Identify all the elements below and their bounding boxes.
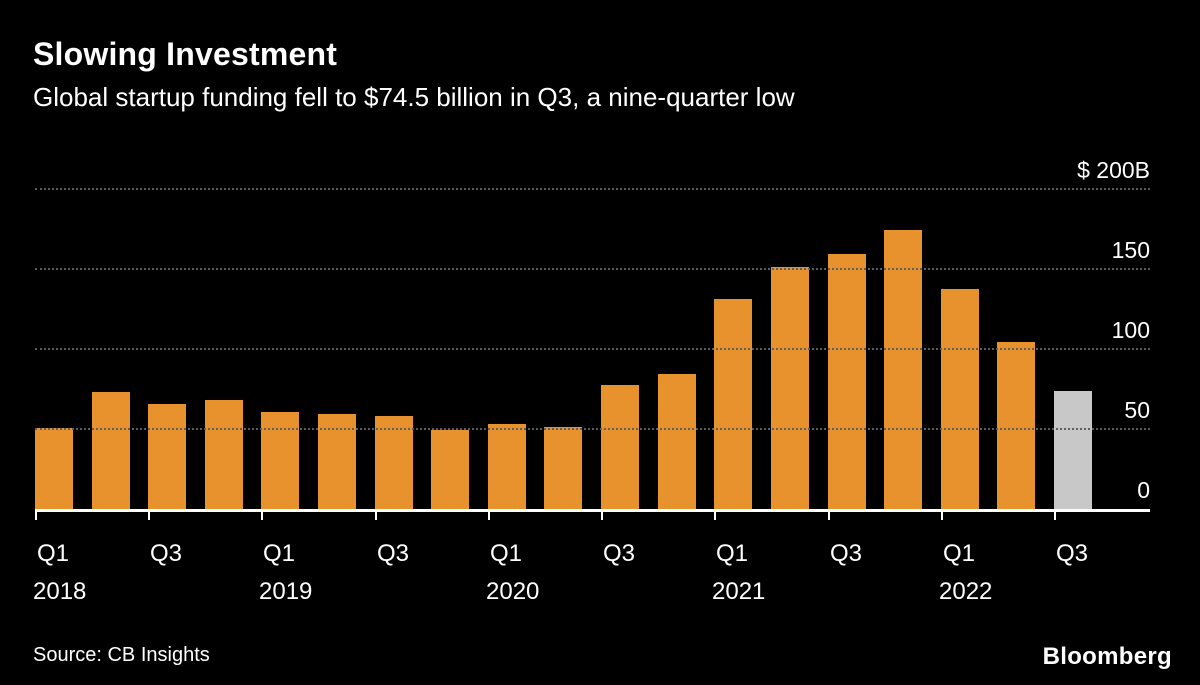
y-axis-label-200: $ 200B: [1077, 157, 1150, 183]
bar-q4-2020: [657, 374, 696, 510]
x-axis-label: Q3: [150, 540, 183, 567]
gridline-100: [35, 348, 1150, 350]
bar-q1-2020: [487, 423, 526, 510]
x-axis-label: Q1: [716, 540, 749, 567]
x-axis-tick: [714, 511, 716, 520]
x-axis-tick: [35, 511, 37, 520]
bar-q3-2021: [827, 254, 866, 510]
bar-q3-2018: [148, 404, 187, 510]
x-axis-year-label: 2020: [486, 578, 540, 605]
x-axis-year-label: 2021: [712, 578, 766, 605]
x-axis-label: Q1: [490, 540, 523, 567]
gridline-150: [35, 268, 1150, 270]
bar-q3-2022: [1053, 390, 1092, 510]
y-axis-label-100: 100: [1111, 317, 1150, 343]
bar-q2-2022: [997, 342, 1036, 510]
x-axis-year-label: 2018: [33, 578, 87, 605]
bar-q4-2019: [431, 430, 470, 510]
y-axis-label-50: 50: [1124, 397, 1150, 423]
x-axis-tick: [261, 511, 263, 520]
x-axis-label: Q3: [830, 540, 863, 567]
x-axis-label: Q1: [263, 540, 296, 567]
page-title: Slowing Investment: [33, 36, 338, 72]
x-axis-label: Q3: [1056, 540, 1089, 567]
x-axis-tick: [375, 511, 377, 520]
x-axis-year-label: 2022: [939, 578, 993, 605]
bar-q1-2021: [714, 298, 753, 510]
x-axis-tick: [601, 511, 603, 520]
y-axis-label-0: 0: [1137, 477, 1150, 503]
plot-area: Q1 2018 Q3 Q1 2019 Q3 Q1 2020 Q3 Q1 2021 Q3 Q1 2022 Q3…: [33, 159, 1150, 604]
y-axis-label-150: 150: [1111, 237, 1150, 263]
bar-q2-2020: [544, 426, 583, 510]
x-axis-year-label: 2019: [259, 578, 313, 605]
x-axis-tick: [828, 511, 830, 520]
bar-q1-2022: [940, 289, 979, 510]
x-axis-label: Q1: [943, 540, 976, 567]
source-note: Source: CB Insights: [33, 644, 210, 666]
x-axis-tick: [1054, 511, 1056, 520]
gridline-200: [35, 188, 1150, 190]
x-axis-label: Q3: [603, 540, 636, 567]
bar-q2-2018: [91, 391, 130, 510]
x-axis-tick: [941, 511, 943, 520]
bar-q3-2020: [601, 385, 640, 510]
bar-q4-2018: [204, 399, 243, 510]
bar-q2-2019: [318, 414, 357, 510]
chart-subtitle: Global startup funding fell to $74.5 bil…: [33, 82, 795, 112]
bars: Q1 2018 Q3 Q1 2019 Q3 Q1 2020 Q3 Q1 2021 Q3 Q1 2022 Q3: [33, 190, 1092, 604]
bloomberg-logo: Bloomberg: [1042, 643, 1172, 670]
bar-q4-2021: [884, 230, 923, 510]
x-axis-label: Q3: [377, 540, 410, 567]
x-axis-line: [35, 509, 1150, 512]
x-axis-tick: [488, 511, 490, 520]
x-axis-tick: [148, 511, 150, 520]
bar-q1-2018: [35, 428, 73, 510]
x-axis-label: Q1: [37, 540, 70, 567]
gridline-50: [35, 428, 1150, 430]
bar-q3-2019: [374, 415, 413, 510]
bar-q2-2021: [770, 266, 809, 510]
